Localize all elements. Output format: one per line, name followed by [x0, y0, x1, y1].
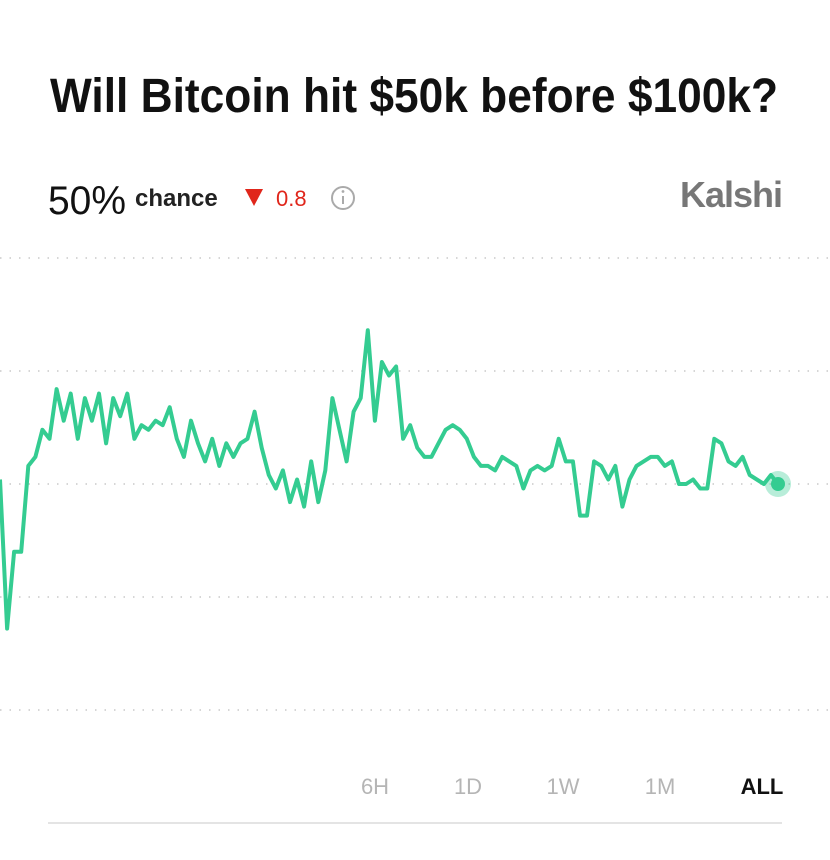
current-value: 50% — [48, 179, 126, 223]
last-point — [771, 477, 785, 491]
range-button[interactable]: 1D — [454, 774, 482, 799]
change-arrow — [245, 189, 263, 206]
range-button[interactable]: 1W — [547, 774, 580, 799]
range-button[interactable]: 6H — [361, 774, 389, 799]
range-button[interactable]: ALL — [741, 774, 784, 799]
change: 0.8 — [245, 186, 307, 211]
price-line — [0, 328, 780, 631]
current-suffix: chance — [135, 185, 218, 212]
range-button[interactable]: 1M — [645, 774, 676, 799]
brand: Kalshi — [680, 174, 782, 215]
change-value: 0.8 — [276, 186, 307, 211]
chart-title: Will Bitcoin hit $50k before $100k? — [50, 70, 778, 123]
info-icon[interactable] — [331, 186, 355, 210]
